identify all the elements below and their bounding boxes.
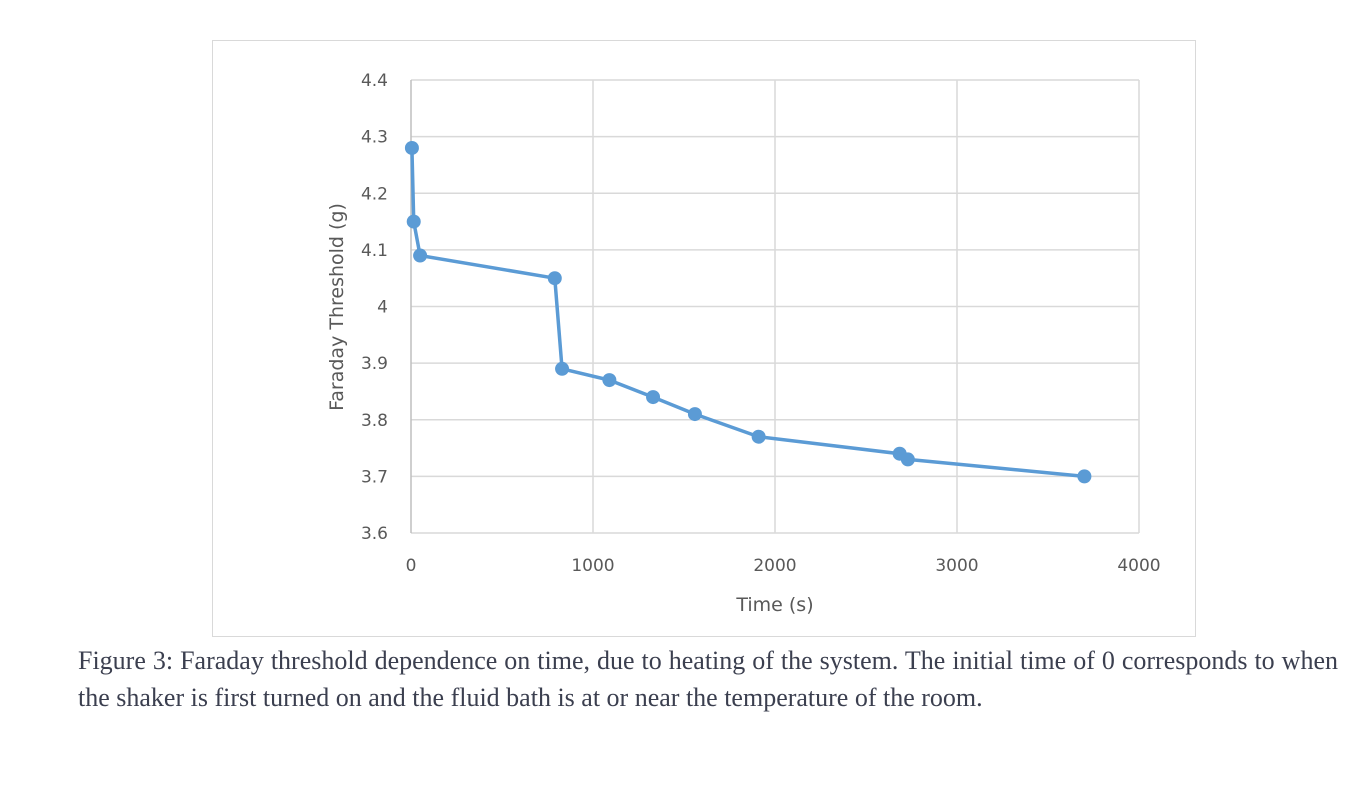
- data-series-line: [410, 147, 1085, 479]
- x-axis-label: Time (s): [735, 594, 813, 616]
- faraday-threshold-chart: 3.6 3.7 3.8 3.9 4 4.1 4.2 4.3 4.4 0 1000 2000 3000 40…: [326, 71, 1161, 616]
- data-point: [602, 373, 617, 388]
- data-point: [404, 140, 419, 155]
- y-tick-label: 3.6: [361, 524, 388, 544]
- data-point: [900, 452, 915, 467]
- y-tick-label: 3.8: [361, 411, 388, 431]
- x-tick-label: 0: [406, 556, 417, 576]
- data-point: [1077, 469, 1092, 484]
- x-tick-label: 2000: [753, 556, 796, 576]
- data-point: [646, 390, 661, 405]
- data-point: [547, 271, 562, 286]
- y-tick-label: 4.1: [361, 241, 388, 261]
- figure-caption: Figure 3: Faraday threshold dependence o…: [78, 646, 1338, 712]
- data-point: [687, 407, 702, 422]
- y-tick-label: 3.7: [361, 467, 388, 487]
- data-point: [751, 429, 766, 444]
- y-tick-label: 3.9: [361, 354, 388, 374]
- y-tick-label: 4.4: [361, 71, 388, 91]
- y-tick-label: 4.3: [361, 128, 388, 148]
- y-tick-label: 4.2: [361, 184, 388, 204]
- y-tick-label: 4: [377, 298, 388, 318]
- data-point: [406, 214, 421, 229]
- x-tick-label: 3000: [935, 556, 978, 576]
- y-axis-label: Faraday Threshold (g): [326, 203, 348, 411]
- x-tick-label: 4000: [1117, 556, 1160, 576]
- chart-frame: [212, 40, 1196, 637]
- data-point: [413, 248, 428, 263]
- x-tick-label: 1000: [571, 556, 614, 576]
- data-point: [555, 361, 570, 376]
